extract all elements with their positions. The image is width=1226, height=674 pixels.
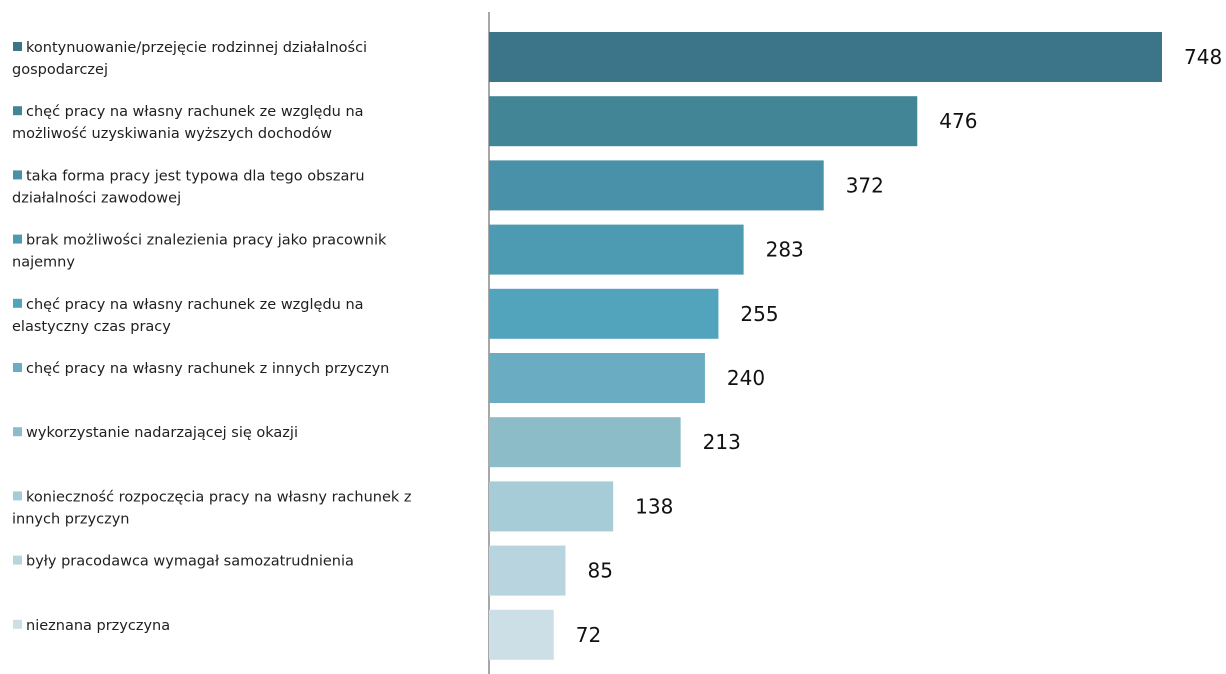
bar	[489, 545, 566, 596]
value-label: 283	[766, 238, 804, 262]
category-label: chęć pracy na własny rachunek z innych p…	[26, 361, 389, 377]
category-labels-group: kontynuowanie/przejęcie rodzinnej działa…	[12, 40, 412, 634]
value-label: 748	[1184, 45, 1222, 69]
bar	[489, 481, 614, 532]
bar	[489, 417, 681, 468]
value-label: 138	[635, 494, 673, 518]
value-label: 255	[740, 302, 778, 326]
category-color-marker	[13, 363, 22, 372]
category-color-marker	[13, 106, 22, 116]
bars-group: 748 476 372 283 255 240 213 138 85 72	[489, 32, 1222, 660]
category-label: brak możliwości znalezienia pracy jako p…	[12, 233, 387, 271]
category-label: kontynuowanie/przejęcie rodzinnej działa…	[12, 40, 367, 78]
bar	[489, 224, 744, 275]
value-label: 85	[587, 559, 612, 583]
value-label: 476	[939, 109, 977, 133]
bar	[489, 32, 1162, 82]
category-color-marker	[13, 619, 22, 629]
bar	[489, 288, 719, 339]
category-label: wykorzystanie nadarzającej się okazji	[26, 425, 298, 441]
bar	[489, 160, 824, 211]
category-label: taka forma pracy jest typowa dla tego ob…	[12, 168, 365, 206]
value-label: 372	[846, 173, 884, 197]
category-color-marker	[13, 555, 22, 565]
category-color-marker	[13, 42, 22, 51]
bar	[489, 353, 705, 403]
category-color-marker	[13, 491, 22, 501]
category-color-marker	[13, 234, 22, 244]
category-label: konieczność rozpoczęcia pracy na własny …	[12, 489, 412, 527]
category-color-marker	[13, 427, 22, 437]
category-label: były pracodawca wymagał samozatrudnienia	[26, 554, 354, 570]
category-color-marker	[13, 298, 22, 308]
category-label: nieznana przyczyna	[26, 618, 170, 634]
category-label: chęć pracy na własny rachunek ze względu…	[12, 104, 364, 142]
category-label: chęć pracy na własny rachunek ze względu…	[12, 297, 364, 335]
value-label: 72	[576, 623, 601, 647]
category-color-marker	[13, 170, 22, 180]
bar	[489, 96, 918, 147]
value-label: 213	[703, 430, 741, 454]
bar	[489, 609, 554, 660]
value-label: 240	[727, 366, 765, 390]
